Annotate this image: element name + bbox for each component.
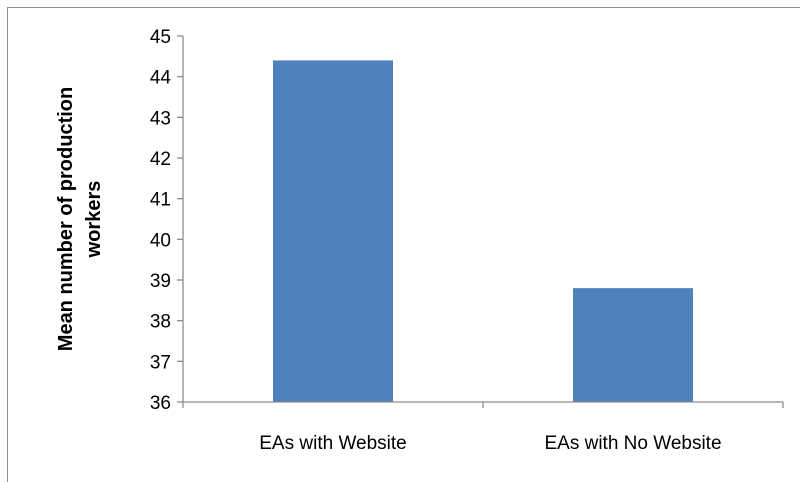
y-axis-title-line: workers [83, 181, 105, 259]
bars [273, 60, 693, 403]
y-tick-label: 41 [150, 190, 171, 211]
y-tick-label: 37 [150, 352, 171, 373]
y-tick-label: 44 [150, 68, 172, 89]
y-tick-label: 42 [150, 149, 171, 170]
y-tick-label: 45 [150, 27, 171, 48]
y-axis-ticks: 36 37 38 39 40 41 42 43 44 45 [150, 27, 183, 414]
y-tick-label: 43 [150, 108, 171, 129]
y-axis-title: Mean number of production workers [55, 87, 105, 351]
x-category-label: EAs with No Website [544, 433, 721, 454]
y-tick-label: 36 [150, 393, 171, 414]
bar [273, 60, 393, 403]
chart-frame [7, 7, 800, 482]
x-axis-ticks: EAs with Website EAs with No Website [182, 402, 784, 454]
bar [573, 288, 693, 402]
y-tick-label: 39 [150, 271, 171, 292]
x-category-label: EAs with Website [259, 433, 406, 454]
y-tick-label: 40 [150, 230, 171, 251]
y-tick-label: 38 [150, 312, 171, 333]
y-axis-title-line: Mean number of production [55, 87, 77, 351]
